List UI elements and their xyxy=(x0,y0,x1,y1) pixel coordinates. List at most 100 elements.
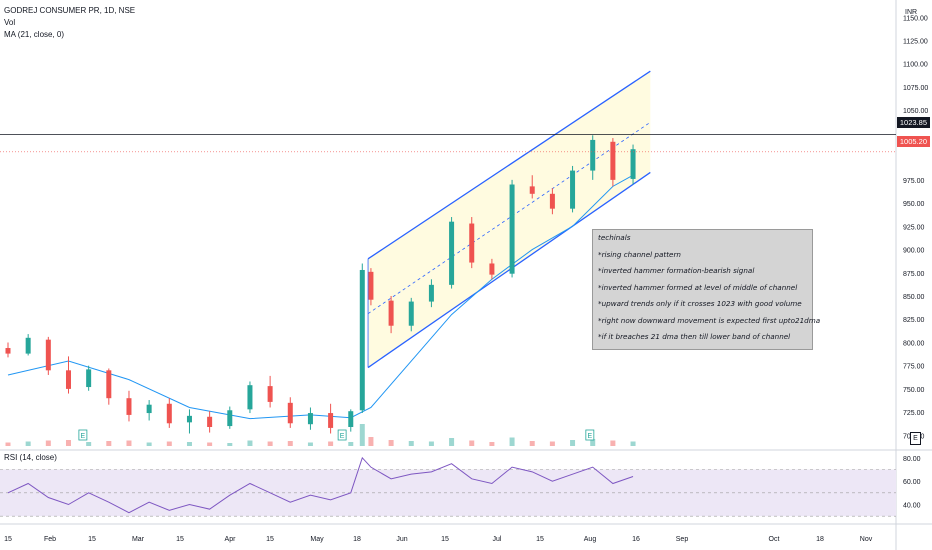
earnings-toggle-icon[interactable]: E xyxy=(910,432,921,445)
rising-channel[interactable] xyxy=(367,70,651,369)
volume-bar xyxy=(126,440,132,446)
rsi-tick-label: 40.00 xyxy=(903,503,921,510)
volume-bar xyxy=(287,441,293,446)
candle-body xyxy=(86,369,92,388)
channel-upper-line xyxy=(367,70,651,260)
volume-bar xyxy=(247,440,253,446)
candle-body xyxy=(328,413,334,428)
earnings-marker xyxy=(585,429,595,441)
volume-bar xyxy=(25,441,31,446)
candle-body xyxy=(469,223,475,263)
rsi-line xyxy=(7,456,634,514)
note-line: *inverted hammer formed at level of midd… xyxy=(598,282,798,292)
price-axis[interactable]: 1150.00 1125.00 1100.00 1075.00 1050.00 975.0… xyxy=(903,15,928,509)
channel-lower-line xyxy=(367,171,651,369)
price-tick-label: 1125.00 xyxy=(903,39,928,46)
note-line: *inverted hammer formation-bearish signa… xyxy=(598,266,755,275)
rsi-tick-label: 80.00 xyxy=(903,456,921,463)
candle-body xyxy=(247,385,253,410)
volume-bar xyxy=(207,442,213,446)
candle-body xyxy=(166,403,172,424)
candle-body xyxy=(287,402,293,424)
volume-bar xyxy=(590,439,596,446)
volume-bar xyxy=(227,443,233,446)
candle-body xyxy=(590,139,596,171)
candle-body xyxy=(388,300,394,326)
time-tick-label: 15 xyxy=(441,536,449,543)
time-tick-label: 18 xyxy=(353,536,361,543)
technical-notes[interactable]: techinals *rising channel pattern *inver… xyxy=(592,229,821,350)
earnings-marker-label: E xyxy=(588,433,593,440)
candle-body xyxy=(25,337,31,354)
earnings-marker xyxy=(78,429,88,441)
price-tick-label: 775.00 xyxy=(903,364,925,371)
time-tick-label: 15 xyxy=(176,536,184,543)
earnings-marker-label: E xyxy=(81,433,86,440)
time-tick-label: May xyxy=(310,536,324,543)
candle-body xyxy=(630,149,636,179)
volume-bar xyxy=(106,441,112,446)
volume-label[interactable]: Vol xyxy=(4,18,16,27)
ma21-line xyxy=(7,174,634,420)
time-tick-label: Oct xyxy=(769,536,780,543)
candle-body xyxy=(227,410,233,427)
last-close-tag: 1005.20 xyxy=(896,136,930,147)
price-tick-label: 950.00 xyxy=(903,201,925,208)
volume-bar xyxy=(348,442,354,446)
volume-bar xyxy=(307,442,313,446)
candle-body xyxy=(610,141,616,180)
candle-body xyxy=(449,221,455,285)
volume-bar xyxy=(630,441,636,446)
volume-bar xyxy=(570,440,576,446)
time-tick-label: Mar xyxy=(132,536,145,543)
price-tick-label: 1050.00 xyxy=(903,108,928,115)
volume-bar xyxy=(267,441,273,446)
note-line: *right now downward movement is expected… xyxy=(598,315,821,325)
time-tick-label: Aug xyxy=(584,536,597,543)
candle-body xyxy=(5,348,11,354)
volume-bar xyxy=(5,442,11,446)
volume-bar xyxy=(45,440,51,446)
candle-body xyxy=(307,413,313,425)
time-tick-label: 15 xyxy=(88,536,96,543)
volume-bar xyxy=(408,441,414,446)
earnings-marker xyxy=(337,429,347,441)
volume-bar xyxy=(489,442,495,446)
price-tick-label: 875.00 xyxy=(903,271,925,278)
price-tick-label: 825.00 xyxy=(903,317,925,324)
volume-bar xyxy=(529,441,535,446)
volume-bar xyxy=(328,441,334,446)
time-tick-label: Jun xyxy=(396,536,407,543)
price-tick-label: 850.00 xyxy=(903,294,925,301)
candle-body xyxy=(509,184,515,274)
candle-body xyxy=(45,339,51,371)
horizontal-levels[interactable] xyxy=(0,134,896,153)
price-tick-label: 750.00 xyxy=(903,387,925,394)
chart-legend: GODREJ CONSUMER PR, 1D, NSE Vol MA (21, … xyxy=(4,5,135,41)
price-tick-label: 975.00 xyxy=(903,178,925,185)
symbol-title[interactable]: GODREJ CONSUMER PR, 1D, NSE xyxy=(4,6,136,15)
price-tick-label: 900.00 xyxy=(903,248,925,255)
ma-line xyxy=(7,174,634,420)
price-tick-label: 1150.00 xyxy=(903,15,928,22)
currency-unit: INR xyxy=(905,9,918,16)
time-axis[interactable]: 15 Feb 15 Mar 15 Apr 15 May 18 Jun 15 Jul 15 Aug 16 Sep… xyxy=(4,536,873,543)
volume-bar xyxy=(166,441,172,446)
candle-body xyxy=(106,370,112,399)
candle-body xyxy=(348,411,354,427)
rsi-label[interactable]: RSI (14, close) xyxy=(4,453,57,462)
time-tick-label: Jul xyxy=(493,536,502,543)
time-tick-label: 15 xyxy=(536,536,544,543)
channel-middle-line xyxy=(367,121,651,314)
volume-bar xyxy=(388,440,394,446)
ma-label[interactable]: MA (21, close, 0) xyxy=(4,30,65,39)
time-tick-label: Feb xyxy=(44,536,56,543)
candle-body xyxy=(489,263,495,275)
note-line: *if it breaches 21 dma then till lower b… xyxy=(598,332,791,341)
candle-body xyxy=(428,284,434,302)
price-tick-label: 925.00 xyxy=(903,224,925,231)
volume-bar xyxy=(449,438,455,446)
